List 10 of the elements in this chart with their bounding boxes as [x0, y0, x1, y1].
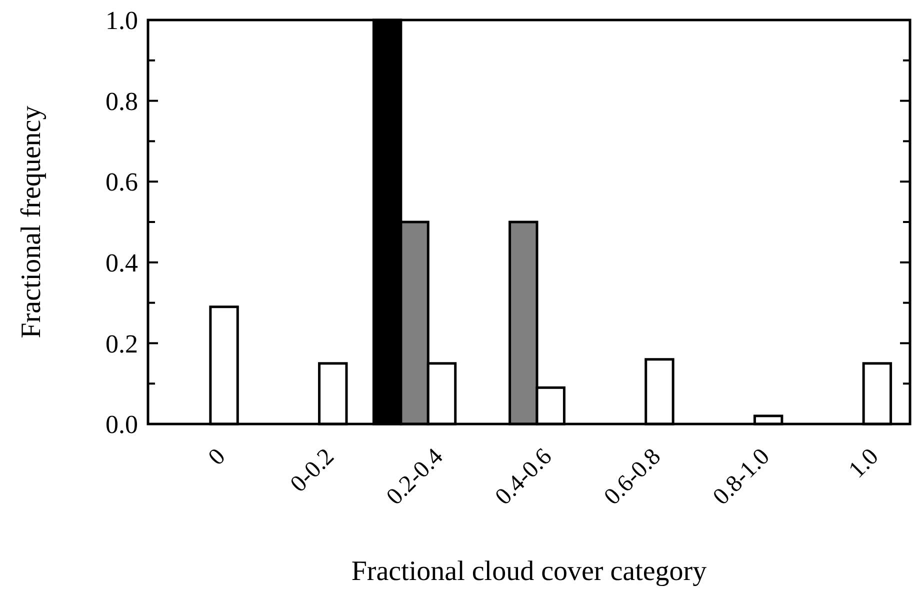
y-tick-label: 0.2 [106, 329, 138, 358]
x-tick-label: 0 [204, 444, 231, 471]
x-axis-title: Fractional cloud cover category [351, 556, 707, 587]
y-tick-label: 1.0 [106, 6, 138, 36]
y-axis-title: Fractional frequency [16, 106, 47, 338]
y-tick-label: 0.0 [106, 410, 138, 440]
y-tick-label: 0.8 [106, 86, 138, 116]
y-tick-label: 0.4 [106, 248, 138, 278]
x-tick-label: 1.0 [844, 444, 884, 484]
y-tick-label: 0.6 [106, 168, 138, 197]
